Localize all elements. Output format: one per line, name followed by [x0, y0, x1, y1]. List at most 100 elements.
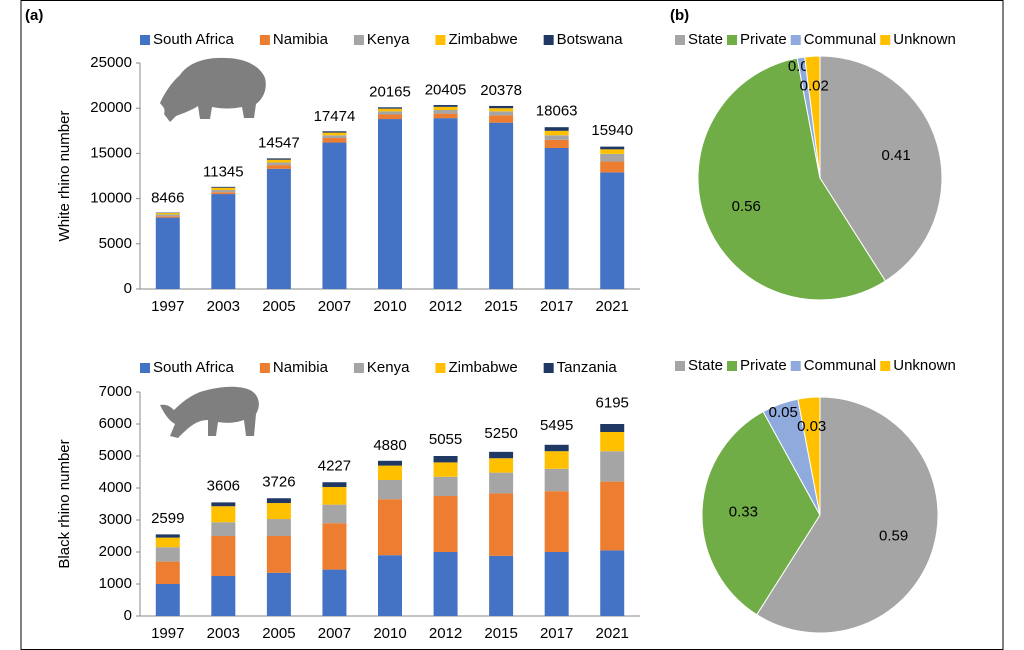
total-label: 2599 [151, 510, 184, 527]
bar-segment [378, 107, 402, 109]
bar-segment [266, 503, 291, 520]
panel-label: (b) [670, 7, 689, 24]
total-label: 8466 [151, 189, 184, 206]
x-tick-label: 2015 [484, 625, 517, 642]
pie-label: 0.33 [729, 504, 758, 521]
bar-segment [322, 487, 347, 505]
x-tick-label: 2012 [429, 625, 462, 642]
legend-label: Communal [804, 357, 877, 374]
bar-segment [489, 115, 514, 123]
pie-slice [804, 55, 821, 179]
y-tick-label: 3000 [99, 511, 132, 528]
bar-segment [489, 493, 514, 556]
bar-segment [378, 555, 402, 616]
bar-segment [266, 168, 291, 289]
x-tick-label: 2010 [373, 298, 406, 315]
bar-segment [544, 135, 569, 140]
total-label: 4227 [318, 458, 351, 475]
bar-segment [266, 519, 291, 536]
x-tick-label: 2003 [207, 625, 240, 642]
panel-label: (a) [25, 7, 43, 24]
bar-segment [600, 153, 625, 162]
legend-swatch [140, 363, 150, 373]
y-tick-label: 2000 [99, 543, 132, 560]
bar-segment [433, 118, 458, 289]
bar-segment [266, 162, 291, 166]
bar-segment [433, 476, 458, 496]
y-tick-label: 4000 [99, 479, 132, 496]
bar-segment [155, 213, 180, 215]
bar-segment [266, 159, 291, 163]
bar-segment [266, 165, 291, 169]
x-tick-label: 1997 [151, 625, 184, 642]
x-tick-label: 2012 [429, 298, 462, 315]
legend-label: State [688, 357, 723, 374]
legend-swatch [435, 35, 446, 45]
bar-segment [600, 432, 625, 452]
bar-segment [489, 108, 514, 112]
total-label: 5250 [484, 425, 517, 442]
bar-segment [155, 214, 180, 217]
bar-segment [211, 576, 236, 616]
y-tick-label: 1000 [99, 575, 132, 592]
bar-segment [211, 186, 236, 188]
total-label: 17474 [314, 108, 356, 125]
y-axis-label: White rhino number [56, 111, 73, 242]
bar-segment [489, 105, 514, 109]
total-label: 5055 [429, 431, 462, 448]
legend-swatch [140, 35, 150, 45]
bar-segment [211, 522, 236, 536]
bar-segment [378, 111, 402, 115]
bar-segment [489, 122, 514, 289]
bar-segment [155, 547, 180, 562]
legend-label: Botswana [557, 31, 624, 48]
bar-segment [322, 132, 347, 136]
pie-slice [797, 396, 821, 516]
x-tick-label: 2021 [596, 298, 629, 315]
bar-segment [211, 192, 236, 195]
x-tick-label: 2010 [373, 625, 406, 642]
bar-segment [489, 451, 514, 459]
y-tick-label: 15000 [90, 144, 132, 161]
x-tick-label: 1997 [151, 298, 184, 315]
legend-label: Tanzania [557, 359, 618, 376]
bar-segment [322, 569, 347, 616]
total-label: 15940 [591, 122, 633, 139]
y-tick-label: 10000 [90, 190, 132, 207]
y-axis-label: Black rhino number [56, 439, 73, 568]
bar-segment [600, 146, 625, 150]
legend-swatch [543, 35, 554, 45]
y-tick-label: 25000 [90, 54, 132, 71]
legend-swatch [727, 35, 738, 45]
total-label: 3726 [262, 474, 295, 491]
bar-segment [544, 552, 569, 616]
pie-label: 0.41 [882, 147, 911, 164]
bar-segment [155, 561, 180, 584]
x-tick-label: 2005 [262, 298, 295, 315]
legend-label: Private [740, 31, 787, 48]
x-tick-label: 2017 [540, 625, 573, 642]
bar-segment [211, 194, 236, 289]
bar-segment [433, 496, 458, 552]
y-tick-label: 0 [124, 280, 132, 297]
total-label: 14547 [258, 134, 300, 151]
legend-label: Zimbabwe [448, 359, 517, 376]
bar-segment [378, 465, 402, 480]
legend-swatch [727, 361, 738, 371]
legend-label: Zimbabwe [448, 31, 517, 48]
bar-segment [378, 114, 402, 120]
pie-slice [756, 396, 939, 634]
bar-segment [433, 110, 458, 114]
legend-label: Kenya [367, 31, 410, 48]
legend-label: Communal [804, 31, 877, 48]
x-tick-label: 2007 [318, 298, 351, 315]
y-tick-label: 0 [124, 607, 132, 624]
pie-slice [819, 55, 943, 282]
pie-label: 0.02 [800, 78, 829, 95]
total-label: 5495 [540, 417, 573, 434]
x-tick-label: 2021 [596, 625, 629, 642]
legend-label: Unknown [893, 357, 956, 374]
bar-segment [433, 105, 458, 107]
legend-swatch [880, 361, 891, 371]
